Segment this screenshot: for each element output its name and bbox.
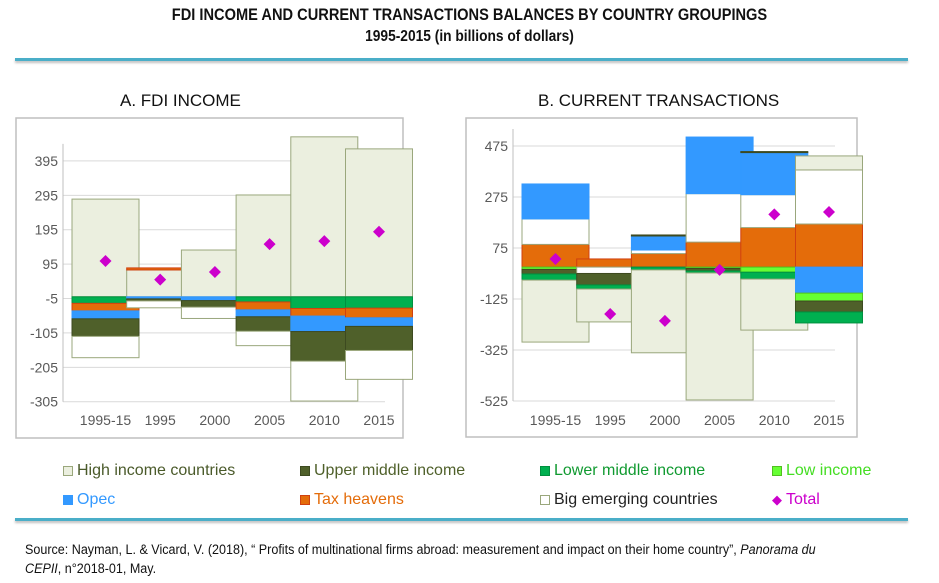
bar-segment-opec <box>521 183 590 220</box>
figure-title: FDI INCOME AND CURRENT TRANSACTIONS BALA… <box>171 5 768 24</box>
bar-segment-upper <box>795 300 863 313</box>
total-marker <box>604 308 617 321</box>
top-divider <box>15 58 908 61</box>
total-marker <box>373 225 385 238</box>
bar-segment-big <box>71 335 140 359</box>
legend-label: Low income <box>786 462 872 479</box>
bar-segment-tax <box>795 223 863 268</box>
x-category-label: 2010 <box>309 412 340 428</box>
legend-swatch <box>540 466 550 476</box>
total-marker <box>263 238 276 251</box>
bar-segment-low <box>795 292 863 302</box>
bar-segment-high <box>795 155 863 171</box>
y-tick-label: 95 <box>42 256 58 272</box>
legend-label: Tax heavens <box>314 491 404 508</box>
y-tick-label: -105 <box>30 325 58 341</box>
x-category-label: 2015 <box>813 412 844 428</box>
total-marker <box>154 273 167 286</box>
legend-item-low: Low income <box>772 462 871 480</box>
bar-segment-upper <box>71 318 140 337</box>
total-marker <box>658 314 671 327</box>
legend-item-opec: Opec <box>63 491 115 509</box>
legend-item-high: High income countries <box>63 462 235 480</box>
x-category-label: 2010 <box>759 412 790 428</box>
legend-label: Upper middle income <box>314 462 466 479</box>
legend-label: Big emerging countries <box>554 491 718 508</box>
bar-segment-opec <box>71 310 140 320</box>
y-tick-label: 75 <box>492 240 508 256</box>
panel-a-title: A. FDI INCOME <box>120 91 241 110</box>
x-category-label: 1995 <box>595 412 626 428</box>
y-tick-label: 395 <box>35 153 59 169</box>
total-marker <box>208 266 221 279</box>
bottom-divider <box>15 518 908 521</box>
figure-subtitle: 1995-2015 (in billions of dollars) <box>365 28 574 45</box>
x-category-label: 2005 <box>704 412 735 428</box>
source-issue: , n°2018-01, May. <box>57 561 157 576</box>
bar-segment-opec <box>795 266 863 294</box>
x-category-label: 2000 <box>649 412 680 428</box>
bar-segment-high <box>345 148 413 298</box>
bar-segment-lower <box>345 296 413 309</box>
source-text: Source: Nayman, L. & Vicard, V. (2018), … <box>25 542 741 557</box>
y-tick-label: -205 <box>30 359 58 375</box>
legend-swatch <box>772 466 782 476</box>
legend-swatch <box>540 495 550 505</box>
legend-item-tax: Tax heavens <box>300 491 404 509</box>
total-marker <box>99 255 112 268</box>
total-marker <box>823 206 835 219</box>
total-marker <box>549 252 562 265</box>
total-marker <box>713 263 726 276</box>
total-marker <box>768 208 781 221</box>
x-category-label: 1995 <box>145 412 176 428</box>
bar-segment-tax <box>345 307 413 319</box>
y-tick-label: -525 <box>480 393 508 409</box>
legend-item-lower: Lower middle income <box>540 462 705 480</box>
y-tick-label: -5 <box>46 291 59 307</box>
source-publication: Panorama du CEPII <box>25 542 816 576</box>
y-tick-label: -125 <box>480 291 508 307</box>
legend-swatch <box>63 466 73 476</box>
legend-label: Lower middle income <box>554 462 706 479</box>
bar-segment-upper <box>345 325 413 351</box>
legend-swatch <box>300 466 310 476</box>
panel-b-title: B. CURRENT TRANSACTIONS <box>538 91 780 110</box>
legend-item-total: ◆ Total <box>772 491 820 509</box>
y-tick-label: 475 <box>485 138 509 154</box>
y-tick-label: -305 <box>30 394 58 410</box>
legend-label: Total <box>786 491 820 508</box>
bar-segment-opec <box>345 317 413 327</box>
x-category-label: 2005 <box>254 412 285 428</box>
diamond-icon: ◆ <box>772 492 782 507</box>
y-tick-label: 295 <box>35 187 59 203</box>
bar-segment-big <box>345 349 413 380</box>
legend-swatch <box>63 495 73 505</box>
legend-label: Opec <box>77 491 116 508</box>
legend-swatch <box>300 495 310 505</box>
total-marker <box>318 235 331 248</box>
legend-label: High income countries <box>77 462 236 479</box>
x-category-label: 2000 <box>199 412 230 428</box>
y-tick-label: 195 <box>35 222 59 238</box>
legend-item-big: Big emerging countries <box>540 491 718 509</box>
y-tick-label: 275 <box>485 189 509 205</box>
y-tick-label: -325 <box>480 342 508 358</box>
x-category-label: 2015 <box>363 412 394 428</box>
source-note: Source: Nayman, L. & Vicard, V. (2018), … <box>25 540 843 578</box>
x-category-label: 1995-15 <box>80 412 132 428</box>
bar-segment-big <box>521 218 590 245</box>
bar-segment-lower <box>795 311 863 324</box>
x-category-label: 1995-15 <box>530 412 582 428</box>
legend-item-upper: Upper middle income <box>300 462 465 480</box>
bar-segment-upper <box>740 151 809 154</box>
